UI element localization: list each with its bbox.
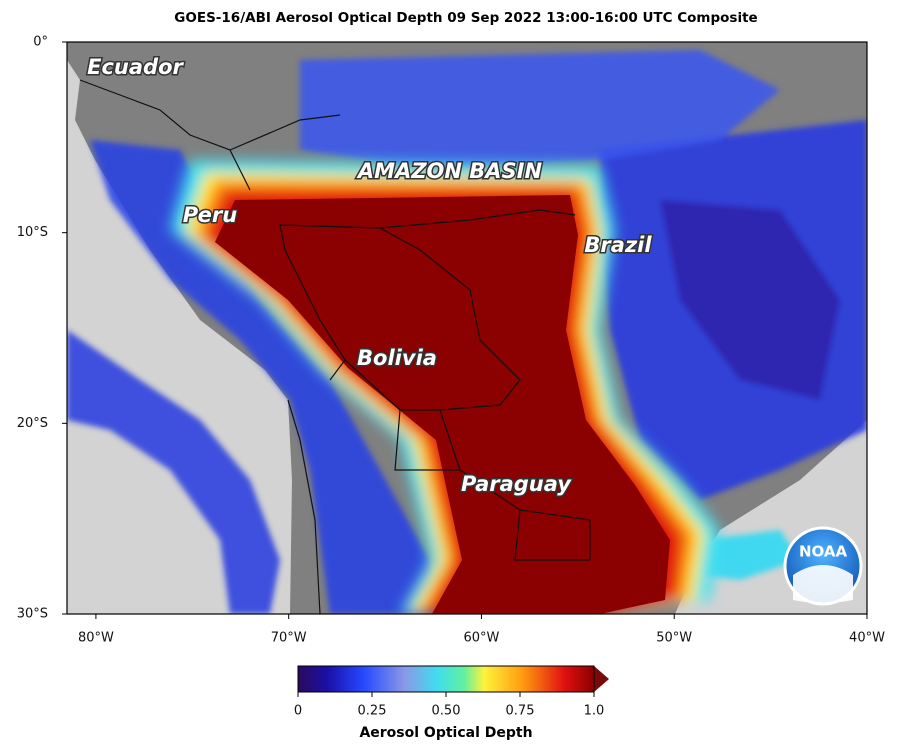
map-title: GOES-16/ABI Aerosol Optical Depth 09 Sep…	[174, 10, 757, 26]
logo-wave	[793, 565, 853, 603]
y-tick-label: 20°S	[17, 416, 48, 431]
colorbar-extend	[594, 666, 609, 692]
colorbar-tick-label: 0	[294, 704, 302, 719]
y-tick-label: 10°S	[17, 225, 48, 240]
region-label: Ecuador	[87, 55, 184, 79]
logo-text: NOAA	[799, 543, 848, 561]
colorbar-tick-label: 0.75	[506, 704, 535, 719]
colorbar-tick-label: 0.50	[432, 704, 461, 719]
region-label: Brazil	[584, 233, 652, 257]
smoke-core	[215, 195, 670, 614]
region-label: Bolivia	[357, 346, 437, 370]
region-label: Peru	[183, 203, 237, 227]
x-tick-label: 40°W	[849, 631, 885, 646]
y-tick-label: 0°	[33, 35, 48, 50]
logo: NOAA	[783, 526, 863, 606]
colorbar-label: Aerosol Optical Depth	[359, 725, 532, 741]
borders	[79, 79, 591, 614]
colorbar	[298, 666, 594, 692]
colorbar-tick-label: 0.25	[358, 704, 387, 719]
map-frame	[66, 41, 868, 615]
region-label: Paraguay	[461, 472, 572, 496]
region-label: AMAZON BASIN	[356, 159, 543, 183]
x-tick-label: 70°W	[271, 631, 307, 646]
colorbar-tick-label: 1.0	[584, 704, 605, 719]
haze-blue	[67, 50, 867, 614]
map-image	[67, 42, 867, 614]
x-tick-label: 50°W	[656, 631, 692, 646]
x-tick-label: 80°W	[78, 631, 114, 646]
x-tick-label: 60°W	[464, 631, 500, 646]
y-tick-label: 30°S	[17, 607, 48, 622]
